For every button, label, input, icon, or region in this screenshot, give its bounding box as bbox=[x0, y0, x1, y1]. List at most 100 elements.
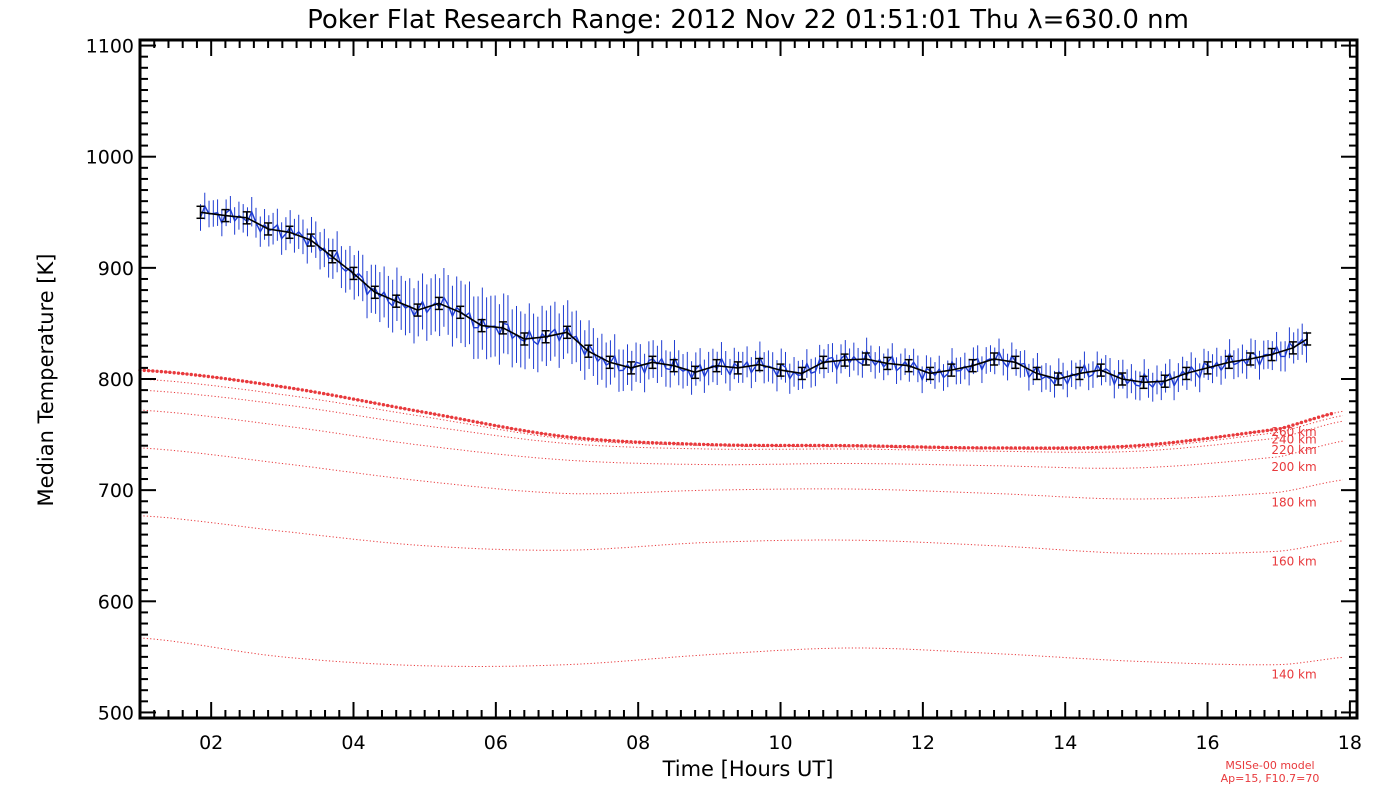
model-point bbox=[1146, 443, 1150, 447]
model-label: 140 km bbox=[1271, 668, 1316, 682]
model-point bbox=[898, 444, 902, 449]
model-point bbox=[1111, 445, 1116, 449]
model-point bbox=[300, 388, 304, 392]
model-point bbox=[1175, 440, 1180, 444]
model-point bbox=[629, 440, 633, 444]
chart-title: Poker Flat Research Range: 2012 Nov 22 0… bbox=[307, 5, 1189, 35]
model-point bbox=[245, 379, 249, 384]
model-point bbox=[1077, 446, 1082, 450]
model-point bbox=[1222, 434, 1227, 438]
model-point bbox=[919, 445, 924, 449]
model-point bbox=[1030, 446, 1035, 450]
model-point bbox=[748, 443, 753, 448]
model-point bbox=[693, 442, 697, 446]
model-point bbox=[501, 425, 505, 429]
model-point bbox=[565, 435, 569, 439]
model-point bbox=[1039, 446, 1043, 450]
model-point bbox=[437, 413, 441, 417]
model-point bbox=[189, 372, 193, 377]
model-point bbox=[1000, 446, 1005, 450]
model-point bbox=[561, 434, 565, 438]
model-point bbox=[825, 443, 830, 448]
model-point bbox=[633, 440, 638, 444]
model-point bbox=[373, 401, 377, 405]
model-point bbox=[394, 405, 398, 409]
model-point bbox=[885, 444, 889, 448]
model-point bbox=[1009, 446, 1013, 450]
model-point bbox=[1188, 438, 1193, 443]
model-point bbox=[1120, 444, 1124, 449]
model-point bbox=[390, 404, 394, 409]
model-point bbox=[1205, 436, 1210, 441]
model-point bbox=[599, 438, 603, 442]
model-point bbox=[210, 375, 215, 379]
model-point bbox=[415, 409, 420, 413]
model-point bbox=[514, 427, 518, 431]
model-point bbox=[608, 438, 612, 443]
model-point bbox=[159, 369, 164, 374]
model-point bbox=[1060, 446, 1065, 450]
model-point bbox=[1235, 432, 1240, 437]
x-tick-label: 18 bbox=[1338, 732, 1362, 754]
model-point bbox=[479, 421, 484, 425]
model-point bbox=[795, 443, 800, 448]
measured-line bbox=[199, 204, 1308, 389]
model-point bbox=[1124, 444, 1129, 448]
model-point bbox=[1312, 416, 1316, 421]
model-point bbox=[1329, 412, 1334, 416]
model-point bbox=[518, 428, 522, 432]
model-point bbox=[667, 441, 672, 446]
model-point bbox=[894, 444, 898, 449]
model-point bbox=[1141, 443, 1146, 447]
y-tick-label: 600 bbox=[98, 591, 134, 613]
model-point bbox=[1150, 442, 1154, 447]
model-point bbox=[526, 429, 531, 434]
model-point bbox=[616, 439, 620, 443]
model-point bbox=[1231, 433, 1235, 437]
model-point bbox=[766, 443, 770, 448]
model-point bbox=[279, 384, 283, 389]
model-point bbox=[1261, 429, 1265, 433]
model-point bbox=[753, 443, 757, 448]
y-tick-label: 1100 bbox=[86, 36, 134, 58]
model-point bbox=[1282, 425, 1287, 430]
x-tick-label: 14 bbox=[1053, 732, 1077, 754]
model-point bbox=[262, 382, 266, 386]
model-curve bbox=[139, 637, 1343, 667]
model-point bbox=[859, 444, 864, 448]
model-point bbox=[292, 386, 296, 391]
model-point bbox=[450, 415, 454, 420]
model-point bbox=[1090, 445, 1094, 450]
model-point bbox=[804, 443, 808, 448]
model-curve bbox=[139, 409, 1343, 469]
model-point bbox=[872, 444, 877, 448]
model-point bbox=[889, 444, 894, 449]
model-point bbox=[966, 446, 971, 450]
model-point bbox=[646, 440, 650, 445]
model-point bbox=[868, 444, 872, 448]
model-point bbox=[223, 376, 228, 381]
model-point bbox=[1069, 446, 1073, 450]
model-point bbox=[535, 431, 539, 435]
model-point bbox=[249, 380, 253, 384]
model-point bbox=[1056, 446, 1060, 450]
model-point bbox=[505, 426, 509, 430]
model-point bbox=[945, 445, 949, 450]
model-point bbox=[1052, 446, 1056, 450]
model-point bbox=[462, 418, 467, 422]
model-point bbox=[240, 379, 245, 383]
model-point bbox=[475, 420, 480, 424]
model-label: 260 km bbox=[1271, 425, 1316, 439]
model-point bbox=[227, 377, 232, 381]
model-point bbox=[1116, 445, 1120, 449]
model-point bbox=[1308, 418, 1312, 422]
model-point bbox=[368, 400, 373, 405]
y-tick-label: 900 bbox=[98, 258, 134, 280]
model-point bbox=[146, 368, 151, 373]
model-point bbox=[1022, 446, 1026, 450]
model-point bbox=[484, 422, 488, 426]
model-point bbox=[1295, 422, 1299, 426]
model-point bbox=[1201, 437, 1205, 441]
model-point bbox=[334, 394, 339, 398]
